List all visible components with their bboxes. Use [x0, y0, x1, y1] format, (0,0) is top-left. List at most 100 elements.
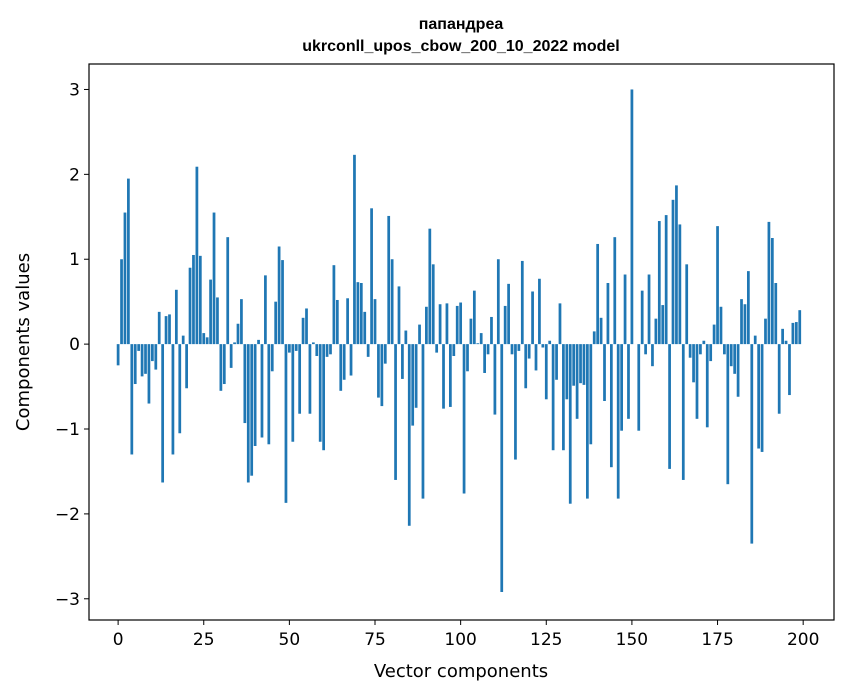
bar-57	[311, 342, 315, 345]
bar-94	[438, 304, 442, 345]
bar-50	[288, 344, 291, 353]
bar-82	[397, 286, 401, 345]
bar-124	[541, 344, 545, 348]
bars-group	[116, 89, 802, 592]
bar-56	[308, 344, 312, 414]
bar-123	[538, 278, 541, 345]
bar-191	[770, 238, 774, 345]
bar-4	[130, 344, 134, 455]
bar-186	[753, 335, 757, 345]
bar-33	[229, 344, 233, 368]
bar-152	[637, 344, 641, 431]
bar-189	[764, 318, 767, 345]
bar-15	[168, 314, 171, 345]
bar-138	[589, 344, 593, 445]
bar-49	[284, 344, 288, 503]
bar-108	[486, 344, 490, 355]
bar-80	[390, 259, 394, 345]
bar-176	[719, 306, 723, 345]
bar-104	[472, 290, 476, 345]
bar-78	[383, 344, 387, 364]
bar-44	[267, 344, 271, 445]
bar-174	[712, 324, 716, 345]
bar-103	[469, 318, 473, 345]
bar-115	[510, 344, 514, 355]
bar-120	[527, 344, 531, 359]
bar-134	[575, 344, 579, 419]
bar-38	[246, 344, 250, 483]
bar-54	[301, 317, 305, 345]
bar-166	[685, 264, 689, 345]
bar-177	[723, 344, 726, 355]
bar-89	[421, 344, 425, 499]
bar-7	[140, 344, 144, 377]
bar-61	[325, 344, 329, 357]
bar-185	[750, 344, 754, 544]
bar-88	[418, 324, 421, 345]
y-tick-label: 1	[69, 250, 80, 270]
bar-168	[692, 344, 695, 383]
bar-23	[195, 166, 199, 345]
bar-95	[442, 344, 445, 409]
bar-66	[342, 344, 346, 380]
y-tick-label: −2	[55, 505, 80, 525]
bar-188	[760, 344, 764, 452]
bar-11	[154, 344, 158, 370]
bar-71	[359, 283, 363, 345]
bar-0	[116, 344, 120, 366]
bar-113	[503, 305, 507, 345]
bar-53	[298, 344, 302, 414]
bar-58	[315, 344, 319, 357]
bar-153	[640, 290, 644, 345]
bar-125	[544, 344, 548, 400]
bar-196	[788, 344, 791, 396]
bar-132	[568, 344, 572, 504]
bar-31	[222, 344, 226, 385]
bar-171	[702, 340, 706, 345]
bar-63	[332, 265, 336, 345]
bar-126	[548, 340, 552, 345]
bar-107	[483, 344, 486, 373]
bar-105	[476, 343, 480, 345]
bar-159	[661, 305, 665, 345]
bar-179	[729, 344, 733, 367]
bar-181	[736, 344, 740, 397]
bar-164	[678, 224, 682, 345]
bar-156	[651, 344, 654, 367]
bar-12	[157, 311, 161, 345]
y-axis-label: Components values	[13, 253, 34, 431]
x-axis-label: Vector components	[374, 661, 548, 682]
bar-85	[407, 344, 411, 526]
bar-46	[274, 301, 278, 345]
bar-139	[592, 331, 596, 345]
bar-79	[387, 215, 391, 345]
bar-128	[555, 344, 558, 380]
bar-17	[174, 289, 178, 345]
bar-51	[291, 344, 295, 442]
bar-1	[120, 259, 123, 345]
bar-193	[777, 344, 781, 414]
bar-9	[147, 344, 151, 404]
bar-3	[127, 178, 130, 345]
bar-64	[335, 299, 339, 345]
bar-99	[455, 305, 459, 345]
bar-74	[370, 208, 373, 345]
bar-16	[171, 344, 175, 455]
bar-148	[623, 274, 627, 345]
bar-40	[253, 344, 257, 446]
bar-100	[459, 302, 463, 345]
bar-77	[380, 344, 384, 407]
bar-143	[606, 283, 610, 345]
bar-121	[531, 291, 534, 345]
bar-34	[233, 342, 236, 345]
bar-162	[671, 199, 675, 345]
bar-158	[657, 221, 661, 345]
bar-84	[404, 330, 408, 345]
bar-59	[318, 344, 322, 442]
bar-142	[603, 344, 606, 401]
bar-198	[794, 322, 798, 345]
bar-65	[339, 344, 343, 391]
bar-26	[205, 337, 209, 345]
bar-122	[534, 344, 538, 371]
